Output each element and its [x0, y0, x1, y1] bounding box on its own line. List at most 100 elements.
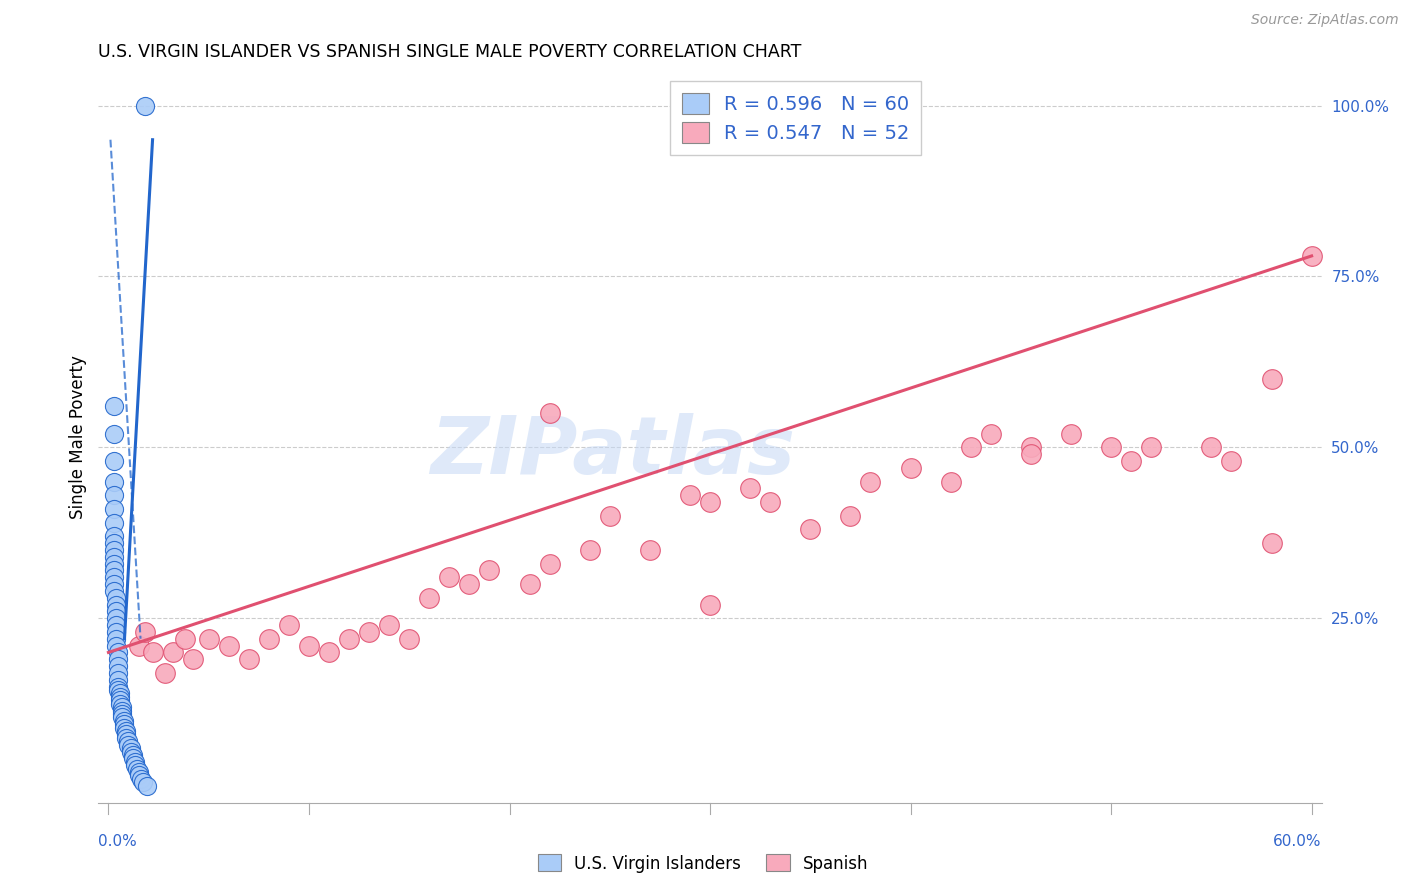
Text: ZIPatlas: ZIPatlas: [430, 413, 794, 491]
Point: [129, 772, 152, 786]
Point: [1019, 440, 1042, 454]
Point: [900, 460, 922, 475]
Point: [181, 652, 204, 666]
Point: [439, 570, 461, 584]
Point: [103, 570, 125, 584]
Point: [107, 659, 129, 673]
Point: [105, 618, 128, 632]
Point: [103, 542, 125, 557]
Point: [107, 652, 129, 666]
Point: [107, 645, 129, 659]
Point: [277, 618, 299, 632]
Point: [117, 734, 139, 748]
Point: [679, 488, 702, 502]
Point: [398, 632, 420, 646]
Point: [115, 731, 138, 745]
Point: [1220, 454, 1243, 468]
Point: [980, 426, 1002, 441]
Point: [859, 475, 882, 489]
Point: [759, 495, 782, 509]
Point: [1201, 440, 1223, 454]
Point: [103, 577, 125, 591]
Point: [1260, 372, 1282, 386]
Point: [103, 488, 125, 502]
Point: [128, 639, 150, 653]
Point: [121, 747, 143, 762]
Point: [337, 632, 360, 646]
Point: [939, 475, 962, 489]
Point: [142, 645, 165, 659]
Point: [128, 765, 150, 780]
Point: [114, 721, 136, 735]
Point: [103, 557, 125, 571]
Point: [378, 618, 401, 632]
Point: [318, 645, 340, 659]
Point: [1121, 454, 1143, 468]
Point: [121, 751, 143, 765]
Point: [110, 697, 132, 711]
Point: [538, 406, 561, 420]
Point: [131, 775, 153, 789]
Point: [1140, 440, 1163, 454]
Point: [117, 738, 139, 752]
Point: [1019, 447, 1042, 461]
Point: [298, 639, 321, 653]
Point: [578, 542, 600, 557]
Point: [124, 755, 146, 769]
Point: [105, 632, 128, 646]
Point: [107, 683, 129, 698]
Point: [519, 577, 541, 591]
Point: [699, 598, 721, 612]
Point: [105, 611, 128, 625]
Point: [418, 591, 440, 605]
Point: [135, 779, 157, 793]
Point: [114, 717, 136, 731]
Point: [839, 508, 862, 523]
Point: [458, 577, 481, 591]
Legend: U.S. Virgin Islanders, Spanish: U.S. Virgin Islanders, Spanish: [531, 847, 875, 880]
Point: [111, 706, 134, 721]
Point: [111, 700, 134, 714]
Point: [173, 632, 195, 646]
Point: [103, 475, 125, 489]
Text: 60.0%: 60.0%: [1274, 834, 1322, 849]
Point: [107, 665, 129, 680]
Point: [103, 549, 125, 564]
Point: [103, 426, 125, 441]
Point: [103, 454, 125, 468]
Point: [103, 516, 125, 530]
Point: [959, 440, 981, 454]
Point: [128, 768, 150, 782]
Point: [110, 693, 132, 707]
Point: [134, 624, 156, 639]
Point: [111, 710, 134, 724]
Point: [740, 481, 762, 495]
Point: [103, 563, 125, 577]
Point: [1340, 440, 1362, 454]
Point: [120, 745, 142, 759]
Point: [107, 680, 129, 694]
Text: 0.0%: 0.0%: [98, 834, 138, 849]
Point: [162, 645, 184, 659]
Point: [114, 714, 136, 728]
Point: [105, 604, 128, 618]
Point: [197, 632, 219, 646]
Point: [1099, 440, 1122, 454]
Point: [699, 495, 721, 509]
Point: [110, 686, 132, 700]
Point: [105, 591, 128, 605]
Point: [105, 598, 128, 612]
Point: [103, 400, 125, 414]
Point: [538, 557, 561, 571]
Point: [103, 583, 125, 598]
Point: [115, 727, 138, 741]
Y-axis label: Single Male Poverty: Single Male Poverty: [69, 355, 87, 519]
Point: [599, 508, 621, 523]
Point: [478, 563, 501, 577]
Point: [103, 529, 125, 543]
Point: [1260, 536, 1282, 550]
Point: [257, 632, 280, 646]
Text: Source: ZipAtlas.com: Source: ZipAtlas.com: [1251, 13, 1399, 28]
Point: [125, 762, 148, 776]
Point: [1060, 426, 1083, 441]
